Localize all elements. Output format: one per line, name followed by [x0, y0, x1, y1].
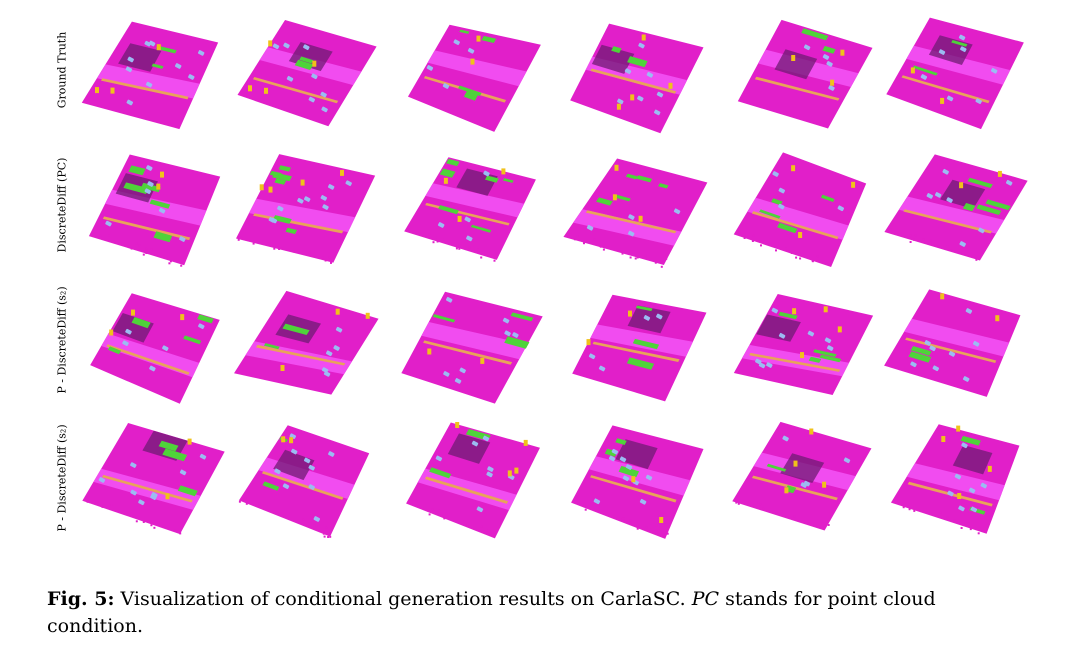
scene-render-r1-c1 [81, 21, 219, 130]
scene-render-r1-c6 [886, 17, 1024, 130]
scene-render-r4-c1 [82, 423, 225, 535]
caption-label: Fig. 5: [47, 588, 115, 610]
scene-render-r2-c5 [733, 152, 867, 268]
scene-render-r1-c3 [407, 24, 541, 132]
caption-text-1: Visualization of conditional generation … [120, 588, 686, 610]
caption-abbr: PC [691, 588, 720, 610]
figure-caption: Fig. 5: Visualization of conditional gen… [47, 586, 1037, 640]
scene-render-r4-c2 [238, 425, 370, 538]
scene-render-r4-c4 [571, 425, 704, 539]
scene-render-r3-c2 [234, 290, 379, 395]
scene-render-r3-c6 [884, 289, 1021, 397]
scene-render-r3-c5 [733, 294, 874, 396]
scene-render-r1-c5 [737, 19, 873, 129]
scene-render-r3-c4 [572, 294, 707, 402]
scene-render-r2-c1 [88, 154, 221, 267]
scene-render-r4-c6 [890, 424, 1020, 535]
scene-render-r4-c3 [406, 422, 540, 539]
scene-render-r3-c3 [401, 291, 543, 404]
scene-render-r2-c4 [563, 158, 708, 268]
caption-text-2: stands for point cloud condition. [47, 588, 936, 637]
scene-render-r1-c2 [237, 20, 377, 127]
scene-render-r2-c2 [235, 154, 376, 264]
scene-render-r3-c1 [90, 293, 220, 404]
scene-render-r2-c3 [404, 157, 536, 262]
scene-render-r1-c4 [570, 23, 704, 134]
scene-render-r4-c5 [732, 421, 872, 531]
scene-render-r2-c6 [884, 154, 1028, 261]
